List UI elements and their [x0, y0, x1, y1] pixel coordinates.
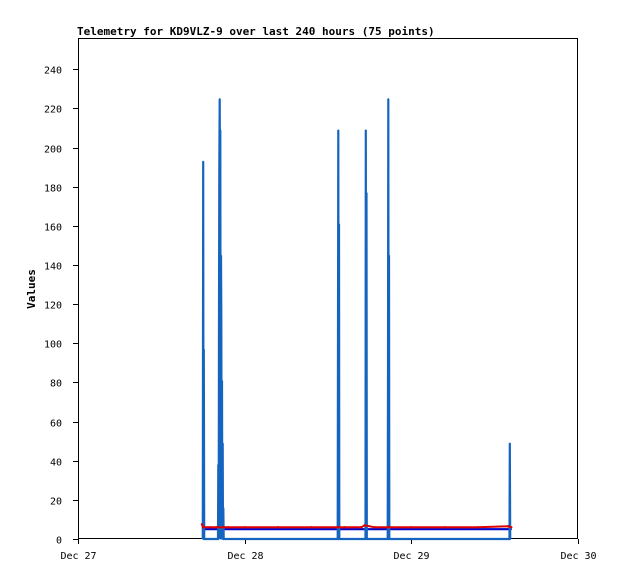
- data-point: [222, 442, 224, 444]
- data-point: [201, 526, 205, 529]
- data-point: [222, 507, 224, 509]
- chart-title: Telemetry for KD9VLZ-9 over last 240 hou…: [77, 25, 435, 38]
- data-point: [221, 526, 225, 529]
- data-point: [365, 129, 367, 131]
- data-point: [410, 526, 413, 529]
- data-point: [365, 192, 368, 194]
- y-tick-label: 140: [44, 262, 62, 273]
- data-point: [337, 538, 339, 540]
- data-point: [226, 526, 230, 529]
- x-tick-label: Dec 29: [393, 551, 429, 562]
- data-point: [224, 538, 226, 540]
- x-tick-label: Dec 27: [60, 551, 96, 562]
- data-point: [388, 254, 390, 256]
- data-point: [373, 526, 376, 529]
- data-point: [363, 524, 366, 527]
- data-point: [276, 526, 280, 529]
- y-tick-label: 80: [50, 379, 62, 390]
- data-point: [506, 525, 510, 528]
- data-point: [200, 523, 204, 526]
- data-point: [202, 160, 204, 162]
- data-point: [219, 129, 221, 131]
- y-tick-label: 240: [44, 66, 62, 77]
- data-point: [218, 538, 220, 540]
- data-point: [344, 528, 346, 530]
- data-point: [387, 538, 389, 540]
- y-axis-label: Values: [25, 269, 38, 309]
- data-point: [338, 223, 340, 225]
- data-point: [337, 129, 339, 131]
- data-point: [336, 526, 340, 529]
- x-axis: Dec 27 Dec 28 Dec 29 Dec 30: [60, 539, 597, 562]
- data-point: [510, 526, 513, 529]
- data-point: [203, 348, 205, 350]
- y-tick-label: 120: [44, 301, 62, 312]
- data-point: [203, 538, 206, 540]
- data-point: [220, 254, 222, 256]
- data-point: [509, 538, 512, 540]
- data-point: [217, 464, 219, 466]
- y-tick-label: 180: [44, 184, 62, 195]
- data-point: [215, 526, 218, 529]
- data-point: [218, 317, 220, 319]
- data-point: [386, 526, 390, 529]
- y-tick-label: 100: [44, 340, 62, 351]
- y-tick-label: 60: [50, 419, 62, 430]
- data-point: [360, 526, 363, 529]
- y-tick-label: 200: [44, 145, 62, 156]
- data-point: [221, 379, 223, 382]
- data-point: [220, 538, 222, 540]
- data-point: [343, 526, 346, 529]
- y-tick-label: 40: [50, 458, 62, 469]
- plot-area-frame: [78, 38, 578, 539]
- data-point: [282, 528, 284, 530]
- data-point: [366, 538, 368, 540]
- series-layer: [200, 98, 513, 541]
- data-point: [476, 526, 480, 529]
- data-point: [218, 172, 220, 174]
- data-point: [220, 317, 222, 319]
- series-line-3: [201, 523, 512, 529]
- data-point: [208, 526, 211, 529]
- y-tick-label: 220: [44, 105, 62, 116]
- data-point: [509, 442, 511, 444]
- y-tick-label: 160: [44, 223, 62, 234]
- data-point: [310, 526, 313, 529]
- data-point: [338, 538, 340, 540]
- data-point: [387, 379, 389, 382]
- data-point: [243, 526, 246, 529]
- series-line-2: [201, 98, 512, 541]
- x-tick-label: Dec 28: [227, 551, 263, 562]
- data-point: [388, 538, 390, 540]
- data-point: [443, 526, 446, 529]
- data-point: [337, 332, 339, 335]
- data-point: [219, 98, 221, 100]
- data-point: [219, 192, 221, 194]
- y-axis: 0 20 40 60 80 100 120 140 160 180 200 220 240: [44, 66, 78, 547]
- y-tick-label: 20: [50, 497, 62, 508]
- y-tick-label: 0: [56, 536, 62, 547]
- x-tick-label: Dec 30: [560, 551, 596, 562]
- data-point: [387, 98, 389, 100]
- data-point: [372, 528, 374, 530]
